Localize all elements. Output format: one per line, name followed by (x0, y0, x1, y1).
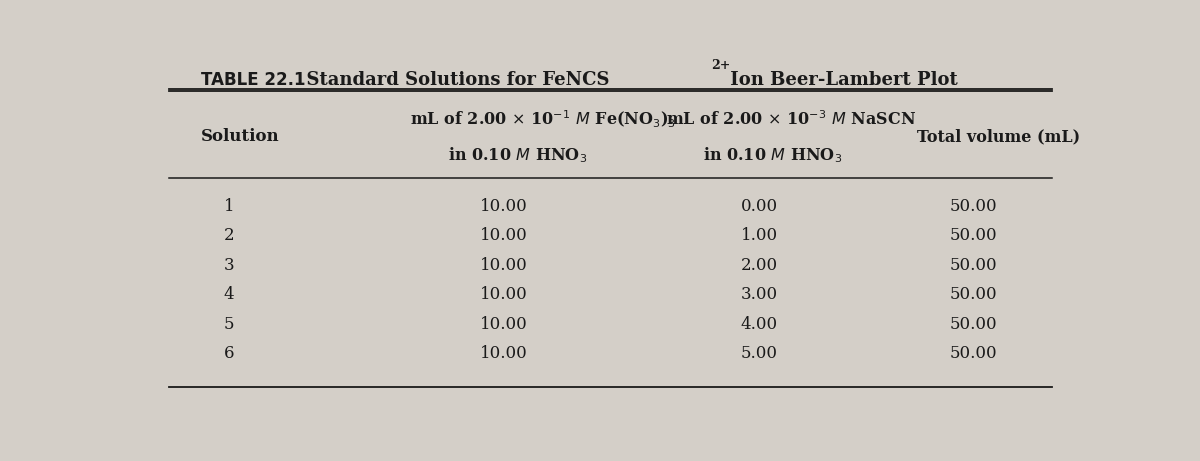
Text: 2.00: 2.00 (740, 257, 778, 274)
Text: 5.00: 5.00 (740, 345, 778, 362)
Text: mL of 2.00 $\times$ 10$^{-3}$ $\mathit{M}$ NaSCN: mL of 2.00 $\times$ 10$^{-3}$ $\mathit{M… (666, 110, 916, 129)
Text: 50.00: 50.00 (949, 198, 997, 215)
Text: 6: 6 (224, 345, 234, 362)
Text: 50.00: 50.00 (949, 315, 997, 332)
Text: 50.00: 50.00 (949, 286, 997, 303)
Text: 3.00: 3.00 (740, 286, 778, 303)
Text: 10.00: 10.00 (480, 227, 527, 244)
Text: 2+: 2+ (710, 59, 730, 72)
Text: 0.00: 0.00 (740, 198, 778, 215)
Text: 10.00: 10.00 (480, 315, 527, 332)
Text: 3: 3 (223, 257, 234, 274)
Text: TABLE 22.1: TABLE 22.1 (202, 71, 306, 89)
Text: in 0.10 $\mathit{M}$ HNO$_3$: in 0.10 $\mathit{M}$ HNO$_3$ (703, 145, 842, 165)
Text: 10.00: 10.00 (480, 257, 527, 274)
Text: 1.00: 1.00 (740, 227, 778, 244)
Text: 10.00: 10.00 (480, 198, 527, 215)
Text: 4: 4 (223, 286, 234, 303)
Text: 50.00: 50.00 (949, 345, 997, 362)
Text: 50.00: 50.00 (949, 227, 997, 244)
Text: 1: 1 (223, 198, 234, 215)
Text: mL of 2.00 $\times$ 10$^{-1}$ $\mathit{M}$ Fe(NO$_3$)$_3$: mL of 2.00 $\times$ 10$^{-1}$ $\mathit{M… (410, 109, 677, 130)
Text: Total volume (mL): Total volume (mL) (917, 129, 1080, 146)
Text: Solution: Solution (202, 129, 280, 146)
Text: Ion Beer-Lambert Plot: Ion Beer-Lambert Plot (724, 71, 958, 89)
Text: in 0.10 $\mathit{M}$ HNO$_3$: in 0.10 $\mathit{M}$ HNO$_3$ (448, 145, 587, 165)
Text: 5: 5 (224, 315, 234, 332)
Text: 10.00: 10.00 (480, 286, 527, 303)
Text: Standard Solutions for FeNCS: Standard Solutions for FeNCS (294, 71, 610, 89)
Text: 10.00: 10.00 (480, 345, 527, 362)
Text: 4.00: 4.00 (740, 315, 778, 332)
Text: 2: 2 (223, 227, 234, 244)
Text: 50.00: 50.00 (949, 257, 997, 274)
